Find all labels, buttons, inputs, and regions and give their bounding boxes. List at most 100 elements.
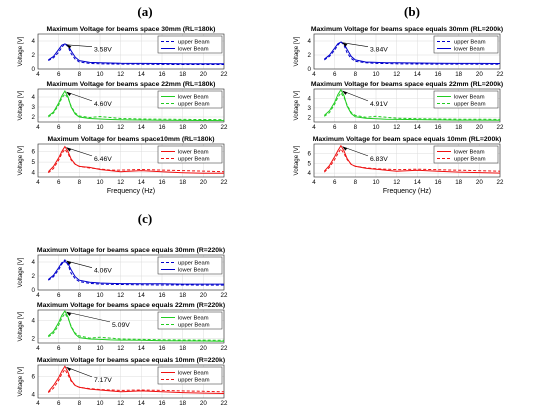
x-tick-label: 4 (36, 71, 40, 78)
series-line (47, 310, 225, 342)
x-tick-label: 14 (138, 400, 145, 407)
y-axis-label: Voltage [V] (293, 90, 300, 120)
subplot-title: Maximum Voltage for beams space10mm (RL=… (47, 136, 214, 143)
x-axis-label: Frequency (Hz) (107, 188, 155, 195)
x-tick-label: 8 (78, 292, 82, 299)
subplot-title: Maximum Voltage for beams space equals 1… (37, 357, 225, 364)
series-line (48, 43, 224, 65)
legend-label: lower Beam (178, 316, 209, 322)
panel-label: (a) (137, 4, 152, 19)
x-tick-label: 12 (117, 400, 124, 407)
y-tick-label: 0 (308, 66, 312, 73)
annotation-label: 5.09V (112, 322, 130, 329)
y-axis-label: Voltage [V] (17, 36, 24, 66)
x-tick-label: 20 (476, 124, 483, 131)
x-tick-label: 20 (200, 71, 207, 78)
x-tick-label: 6 (57, 179, 61, 186)
y-tick-label: 6 (32, 374, 36, 381)
x-tick-label: 6 (57, 71, 61, 78)
x-tick-label: 18 (455, 71, 462, 78)
x-tick-label: 14 (414, 179, 421, 186)
panel-group-c: (c) Maximum Voltage for beams space equal… (17, 211, 228, 407)
x-tick-label: 18 (179, 345, 186, 352)
x-tick-label: 8 (78, 345, 82, 352)
legend-label: upper Beam (178, 323, 210, 329)
annotation-label: 4.60V (94, 101, 112, 108)
legend-label: upper Beam (454, 102, 486, 108)
x-tick-label: 14 (138, 179, 145, 186)
y-tick-label: 6 (308, 151, 312, 158)
x-tick-label: 8 (78, 400, 82, 407)
y-axis-label: Voltage [V] (293, 36, 300, 66)
x-tick-label: 6 (333, 71, 337, 78)
axes-box (313, 33, 501, 70)
x-axis-label: Frequency (Hz) (383, 188, 431, 195)
axes-box (37, 364, 225, 399)
y-tick-label: 2 (32, 114, 36, 121)
x-tick-label: 22 (221, 124, 228, 131)
y-tick-label: 3 (308, 105, 312, 112)
x-tick-label: 12 (393, 124, 400, 131)
subplot-title: Maximum Voltage for beams space 30mm (RL… (47, 26, 216, 33)
panel-group-b: (b) Maximum Voltage for beams space equal… (293, 4, 504, 195)
legend-label: upper Beam (454, 40, 486, 46)
annotation-label: 6.46V (94, 156, 112, 163)
legend-label: upper Beam (178, 378, 210, 384)
x-tick-label: 12 (117, 71, 124, 78)
x-tick-label: 22 (221, 179, 228, 186)
y-tick-label: 2 (308, 114, 312, 121)
y-tick-label: 4 (308, 95, 312, 102)
subplot-3: Maximum Voltage for beam space equals 10… (293, 136, 504, 195)
x-tick-label: 20 (200, 124, 207, 131)
x-tick-label: 10 (97, 292, 104, 299)
x-tick-label: 6 (57, 345, 61, 352)
subplot-2: Maximum Voltage for beams space 22mm (RL… (17, 81, 228, 131)
x-tick-label: 14 (414, 71, 421, 78)
x-tick-label: 4 (36, 292, 40, 299)
legend-label: upper Beam (454, 157, 486, 163)
x-tick-label: 18 (179, 292, 186, 299)
series-line (47, 93, 225, 121)
series-line (48, 312, 225, 341)
x-tick-label: 20 (200, 345, 207, 352)
y-tick-label: 2 (32, 336, 36, 343)
annotation-arrow (342, 42, 369, 47)
panel-label: (c) (138, 211, 152, 226)
y-tick-label: 0 (32, 287, 36, 294)
y-tick-label: 4 (308, 170, 312, 177)
annotation-arrowhead (66, 367, 72, 372)
x-tick-label: 4 (312, 124, 316, 131)
x-tick-label: 10 (373, 124, 380, 131)
y-tick-label: 4 (308, 38, 312, 45)
legend-label: lower Beam (454, 95, 485, 101)
annotation-arrowhead (66, 92, 72, 96)
annotation-label: 3.84V (370, 47, 388, 54)
x-tick-label: 8 (78, 71, 82, 78)
x-tick-label: 14 (138, 292, 145, 299)
annotation-label: 4.91V (370, 101, 388, 108)
annotation-arrowhead (342, 42, 348, 47)
x-tick-label: 16 (159, 124, 166, 131)
x-tick-label: 22 (497, 124, 504, 131)
x-tick-label: 18 (455, 124, 462, 131)
x-tick-label: 4 (312, 179, 316, 186)
x-tick-label: 20 (476, 71, 483, 78)
legend-label: lower Beam (178, 150, 209, 156)
series-line (323, 41, 501, 64)
annotation-arrow (66, 311, 111, 323)
y-axis-label: Voltage [V] (293, 145, 300, 175)
y-tick-label: 4 (32, 38, 36, 45)
x-tick-label: 12 (393, 71, 400, 78)
x-tick-label: 8 (78, 179, 82, 186)
x-tick-label: 22 (221, 345, 228, 352)
x-tick-label: 8 (354, 71, 358, 78)
subplot-3: Maximum Voltage for beams space equals 1… (17, 357, 228, 407)
annotation-arrow (66, 44, 93, 47)
series-line (324, 91, 501, 120)
x-tick-label: 14 (414, 124, 421, 131)
x-tick-label: 6 (57, 400, 61, 407)
y-axis-label: Voltage [V] (17, 366, 24, 396)
x-tick-label: 18 (179, 71, 186, 78)
axes-box (313, 88, 501, 123)
